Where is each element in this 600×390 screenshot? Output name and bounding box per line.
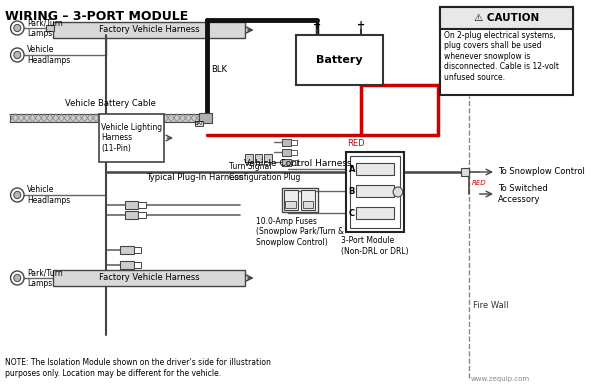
Text: WIRING – 3-PORT MODULE: WIRING – 3-PORT MODULE [5, 10, 188, 23]
Text: www.zequip.com: www.zequip.com [471, 376, 530, 382]
Bar [356, 163, 394, 175]
Bar [350, 156, 400, 228]
Text: C: C [349, 209, 355, 218]
Bar [125, 201, 139, 209]
Circle shape [393, 187, 403, 197]
Text: Vehicle
Headlamps: Vehicle Headlamps [27, 45, 70, 65]
Bar [46, 25, 54, 31]
Text: Vehicle Battery Cable: Vehicle Battery Cable [65, 99, 156, 108]
Text: NOTE: The Isolation Module shown on the driver’s side for illustration
purposes : NOTE: The Isolation Module shown on the … [5, 358, 271, 378]
Text: BLK: BLK [211, 66, 227, 74]
Circle shape [14, 191, 21, 199]
Bar [245, 154, 253, 162]
Circle shape [11, 48, 24, 62]
Text: BAT: BAT [194, 121, 203, 126]
Bar [356, 207, 394, 219]
Bar [286, 201, 296, 208]
Bar [284, 190, 298, 210]
Bar [139, 212, 146, 218]
Bar [346, 152, 404, 232]
Bar [134, 247, 141, 253]
Circle shape [14, 24, 21, 32]
Text: Park/Turn
Lamps: Park/Turn Lamps [27, 18, 62, 38]
Circle shape [14, 274, 21, 282]
Circle shape [14, 51, 21, 58]
Bar [125, 211, 139, 219]
Text: +: + [358, 20, 365, 30]
Bar [199, 113, 212, 123]
Bar [291, 160, 297, 165]
Bar [134, 262, 141, 268]
Bar [291, 150, 297, 155]
Text: Park/Turn
Lamps: Park/Turn Lamps [27, 268, 62, 288]
Bar [281, 139, 291, 146]
Text: RED: RED [472, 180, 487, 186]
Text: B: B [349, 186, 355, 195]
Circle shape [11, 21, 24, 35]
Circle shape [11, 271, 24, 285]
Text: Vehicle
Headlamps: Vehicle Headlamps [27, 185, 70, 205]
Text: Vehicle Control Harness: Vehicle Control Harness [244, 160, 352, 168]
Text: To Switched
Accessory: To Switched Accessory [498, 184, 548, 204]
Text: Turn Signal
Configuration Plug: Turn Signal Configuration Plug [229, 162, 300, 182]
Bar [281, 188, 318, 212]
Text: Factory Vehicle Harness: Factory Vehicle Harness [98, 25, 199, 34]
Text: To Snowplow Control: To Snowplow Control [498, 167, 585, 177]
Bar [254, 154, 262, 162]
Bar [440, 7, 573, 95]
Bar [120, 246, 134, 254]
Bar [120, 261, 134, 269]
Bar [281, 159, 291, 166]
Text: Fire Wall: Fire Wall [473, 301, 508, 310]
Text: ⚠ CAUTION: ⚠ CAUTION [474, 13, 539, 23]
Bar [303, 201, 313, 208]
Text: RED: RED [347, 138, 364, 147]
Bar [265, 154, 272, 162]
Bar [356, 185, 394, 197]
Text: 3-Port Module
(Non-DRL or DRL): 3-Port Module (Non-DRL or DRL) [341, 236, 409, 256]
Text: 10.0-Amp Fuses
(Snowplow Park/Turn &
Snowplow Control): 10.0-Amp Fuses (Snowplow Park/Turn & Sno… [256, 217, 344, 247]
Bar [10, 114, 206, 122]
Bar [53, 270, 245, 286]
Text: −: − [313, 20, 321, 30]
Circle shape [11, 188, 24, 202]
Bar [461, 168, 469, 176]
Bar [139, 202, 146, 208]
Bar [301, 190, 315, 210]
Bar [440, 7, 573, 29]
Bar [195, 121, 203, 126]
Bar [99, 114, 164, 162]
Text: A: A [349, 165, 355, 174]
Text: Typical Plug-In Harness: Typical Plug-In Harness [146, 174, 244, 183]
Bar [296, 35, 383, 85]
Bar [291, 140, 297, 145]
Text: Factory Vehicle Harness: Factory Vehicle Harness [98, 273, 199, 282]
Bar [53, 22, 245, 38]
Text: On 2-plug electrical systems,
plug covers shall be used
whenever snowplow is
dis: On 2-plug electrical systems, plug cover… [444, 31, 559, 82]
Text: Vehicle Lighting
Harness
(11-Pin): Vehicle Lighting Harness (11-Pin) [101, 123, 162, 153]
Bar [281, 149, 291, 156]
Text: Battery: Battery [316, 55, 362, 65]
